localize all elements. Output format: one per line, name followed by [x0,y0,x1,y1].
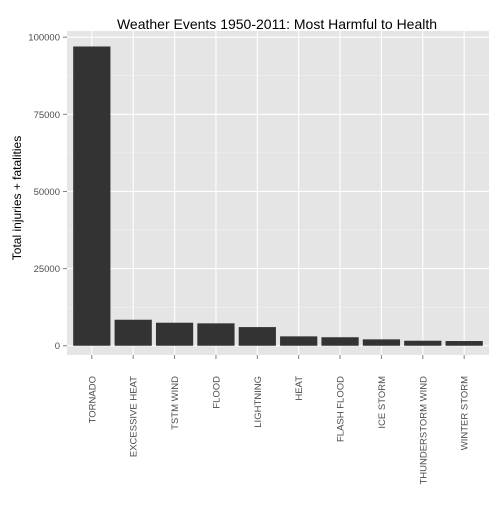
bar [238,327,276,346]
bar [321,337,359,346]
y-axis: 0 25000 50000 75000 100000 [28,33,67,352]
y-tick-label: 75000 [34,110,60,121]
bar [73,46,111,346]
x-tick-label: THUNDERSTORM WIND [418,376,429,485]
bars [73,46,483,346]
y-tick-label: 0 [55,341,60,352]
x-tick-label: WINTER STORM [460,376,471,450]
y-tick-label: 50000 [34,187,60,198]
y-tick-label: 100000 [28,33,60,44]
x-tick-label: HEAT [294,376,305,401]
plot-panel [67,31,489,355]
x-tick-label: EXCESSIVE HEAT [129,376,140,457]
y-axis-label: Total injuries + fatalities [10,136,24,260]
y-tick-label: 25000 [34,264,60,275]
bar [404,340,442,346]
x-tick-label: FLASH FLOOD [336,376,347,442]
bar [362,339,401,346]
x-tick-label: TSTM WIND [170,376,181,430]
x-tick-label: ICE STORM [377,376,388,429]
x-tick-label: LIGHTNING [253,376,264,428]
x-tick-label: FLOOD [211,376,222,409]
bar [197,323,235,346]
x-axis: TORNADO EXCESSIVE HEAT TSTM WIND FLOOD LIGHT… [87,355,471,485]
chart-title: Weather Events 1950-2011: Most Harmful t… [117,16,437,32]
x-tick-label: TORNADO [87,376,98,423]
bar [114,319,152,346]
bar [280,336,318,346]
bar [445,341,483,346]
grid-lines [67,31,489,355]
bar [155,322,194,346]
